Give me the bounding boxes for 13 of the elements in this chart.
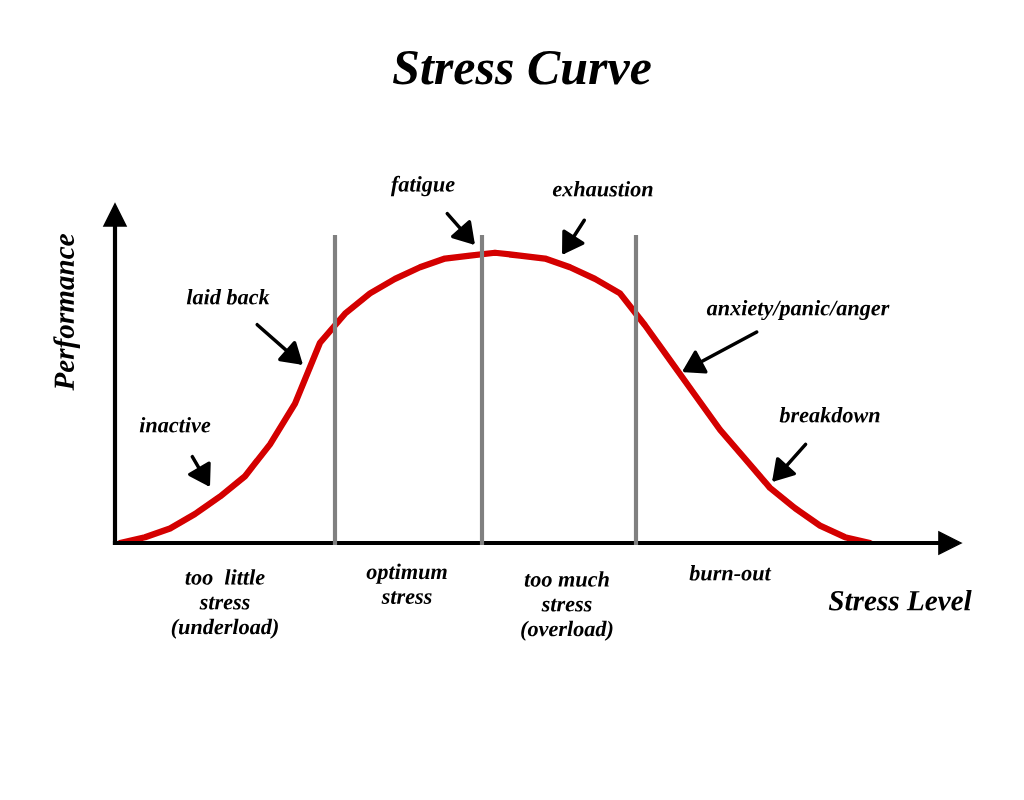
annotation: inactive [139,416,211,433]
chart-title: Stress Curve [393,50,651,85]
annotation: breakdown [779,406,880,423]
text: fatigue [390,175,455,197]
text: optimum stress [366,563,447,604]
annotation: laid back [186,288,270,305]
annotation: anxiety/panic/anger [706,299,890,321]
text: too much stress (overload) [521,571,613,641]
x-axis-title: Stress Level [828,590,972,611]
y-axis-title: Performance [53,234,80,391]
text: exhaustion [552,180,653,197]
text: too little stress (underload) [171,569,278,639]
text: burn-out [689,564,772,581]
